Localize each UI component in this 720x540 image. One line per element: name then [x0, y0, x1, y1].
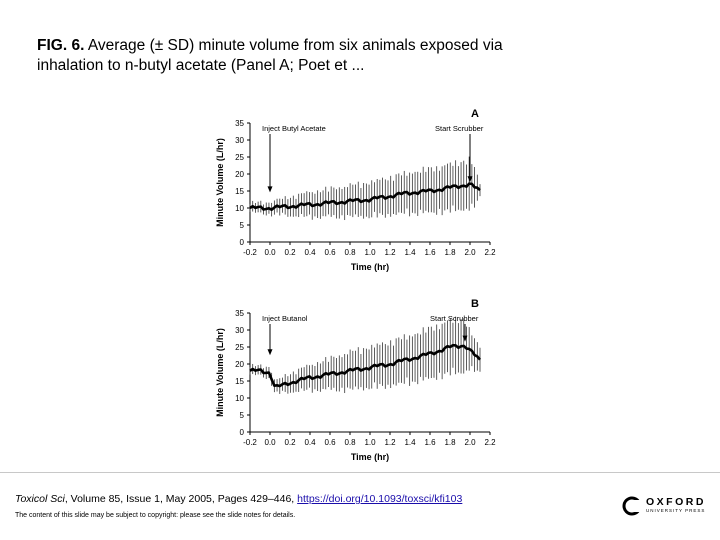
- x-tick-label: 0.0: [264, 438, 276, 447]
- annotation-arrow-head: [467, 176, 473, 183]
- y-tick-label: 15: [235, 377, 244, 386]
- x-tick-label: 1.2: [384, 248, 396, 257]
- x-tick-label: -0.2: [243, 248, 257, 257]
- panel-letter: B: [471, 298, 479, 310]
- citation: Toxicol Sci, Volume 85, Issue 1, May 200…: [15, 493, 462, 505]
- chart-panel-b: 0 5 10 15 20 25 30 35 -0.2 0.0 0.2 0.4 0.6 0.8 1.0 1.2 1…: [215, 298, 496, 462]
- oxford-logo-icon: [622, 496, 642, 516]
- x-tick-label: 1.2: [384, 438, 396, 447]
- y-tick-label: 20: [235, 170, 244, 179]
- x-tick-label: 0.6: [324, 438, 336, 447]
- x-tick-label: 0.8: [344, 438, 356, 447]
- x-tick-label: 1.6: [424, 248, 436, 257]
- x-axis-label: Time (hr): [351, 452, 389, 462]
- mean-line: [249, 182, 481, 211]
- oxford-logo: OXFORD UNIVERSITY PRESS: [622, 494, 714, 518]
- y-tick-label: 10: [235, 394, 244, 403]
- y-tick-label: 25: [235, 343, 244, 352]
- annotation-arrow-head: [462, 335, 468, 342]
- x-tick-label: 0.2: [284, 248, 296, 257]
- x-tick-label: 1.0: [364, 438, 376, 447]
- footer-divider: [0, 472, 720, 473]
- y-tick-label: 5: [240, 221, 245, 230]
- y-tick-label: 5: [240, 411, 245, 420]
- y-tick-label: 35: [235, 309, 244, 318]
- x-tick-label: 2.2: [484, 248, 496, 257]
- x-tick-label: 0.4: [304, 248, 316, 257]
- inject-annotation: Inject Butanol: [262, 314, 308, 323]
- x-tick-label: 1.8: [444, 248, 456, 257]
- y-tick-label: 35: [235, 119, 244, 128]
- y-tick-label: 0: [240, 238, 245, 247]
- y-tick-label: 20: [235, 360, 244, 369]
- start-scrubber-annotation: Start Scrubber: [435, 124, 484, 133]
- journal-name: Toxicol Sci: [15, 493, 65, 505]
- x-axis-label: Time (hr): [351, 262, 389, 272]
- publisher-subtitle: UNIVERSITY PRESS: [646, 508, 706, 513]
- mean-line: [249, 343, 482, 388]
- publisher-name: OXFORD: [646, 496, 706, 508]
- chart-panel-a: 0 5 10 15 20 25 30 35 -0.2 0.0 0.2 0.4 0.6 0.8 1.0 1.2 1…: [215, 108, 496, 272]
- caption-text: Average (± SD) minute volume from six an…: [37, 37, 503, 74]
- x-tick-label: 0.6: [324, 248, 336, 257]
- x-tick-label: -0.2: [243, 438, 257, 447]
- figure-caption: FIG. 6. Average (± SD) minute volume fro…: [37, 36, 557, 76]
- y-tick-label: 25: [235, 153, 244, 162]
- annotation-arrow-head: [267, 349, 273, 356]
- start-scrubber-annotation: Start Scrubber: [430, 314, 479, 323]
- doi-link[interactable]: https://doi.org/10.1093/toxsci/kfi103: [297, 493, 463, 505]
- x-tick-label: 2.0: [464, 248, 476, 257]
- y-axis-label: Minute Volume (L/hr): [215, 138, 225, 227]
- annotation-arrow-head: [267, 186, 273, 193]
- x-tick-label: 2.0: [464, 438, 476, 447]
- x-tick-label: 1.4: [404, 248, 416, 257]
- x-tick-label: 1.4: [404, 438, 416, 447]
- x-tick-label: 0.0: [264, 248, 276, 257]
- y-axis-label: Minute Volume (L/hr): [215, 328, 225, 417]
- y-tick-label: 10: [235, 204, 244, 213]
- x-tick-label: 2.2: [484, 438, 496, 447]
- y-tick-label: 15: [235, 187, 244, 196]
- x-tick-label: 0.2: [284, 438, 296, 447]
- figure-label: FIG. 6.: [37, 37, 85, 54]
- x-tick-label: 0.8: [344, 248, 356, 257]
- y-tick-label: 30: [235, 326, 244, 335]
- x-tick-label: 1.6: [424, 438, 436, 447]
- y-tick-label: 0: [240, 428, 245, 437]
- panel-letter: A: [471, 108, 479, 120]
- y-tick-label: 30: [235, 136, 244, 145]
- x-tick-label: 1.0: [364, 248, 376, 257]
- x-tick-label: 0.4: [304, 438, 316, 447]
- copyright-disclaimer: The content of this slide may be subject…: [15, 512, 296, 519]
- inject-annotation: Inject Butyl Acetate: [262, 124, 326, 133]
- x-tick-label: 1.8: [444, 438, 456, 447]
- citation-details: , Volume 85, Issue 1, May 2005, Pages 42…: [64, 493, 298, 505]
